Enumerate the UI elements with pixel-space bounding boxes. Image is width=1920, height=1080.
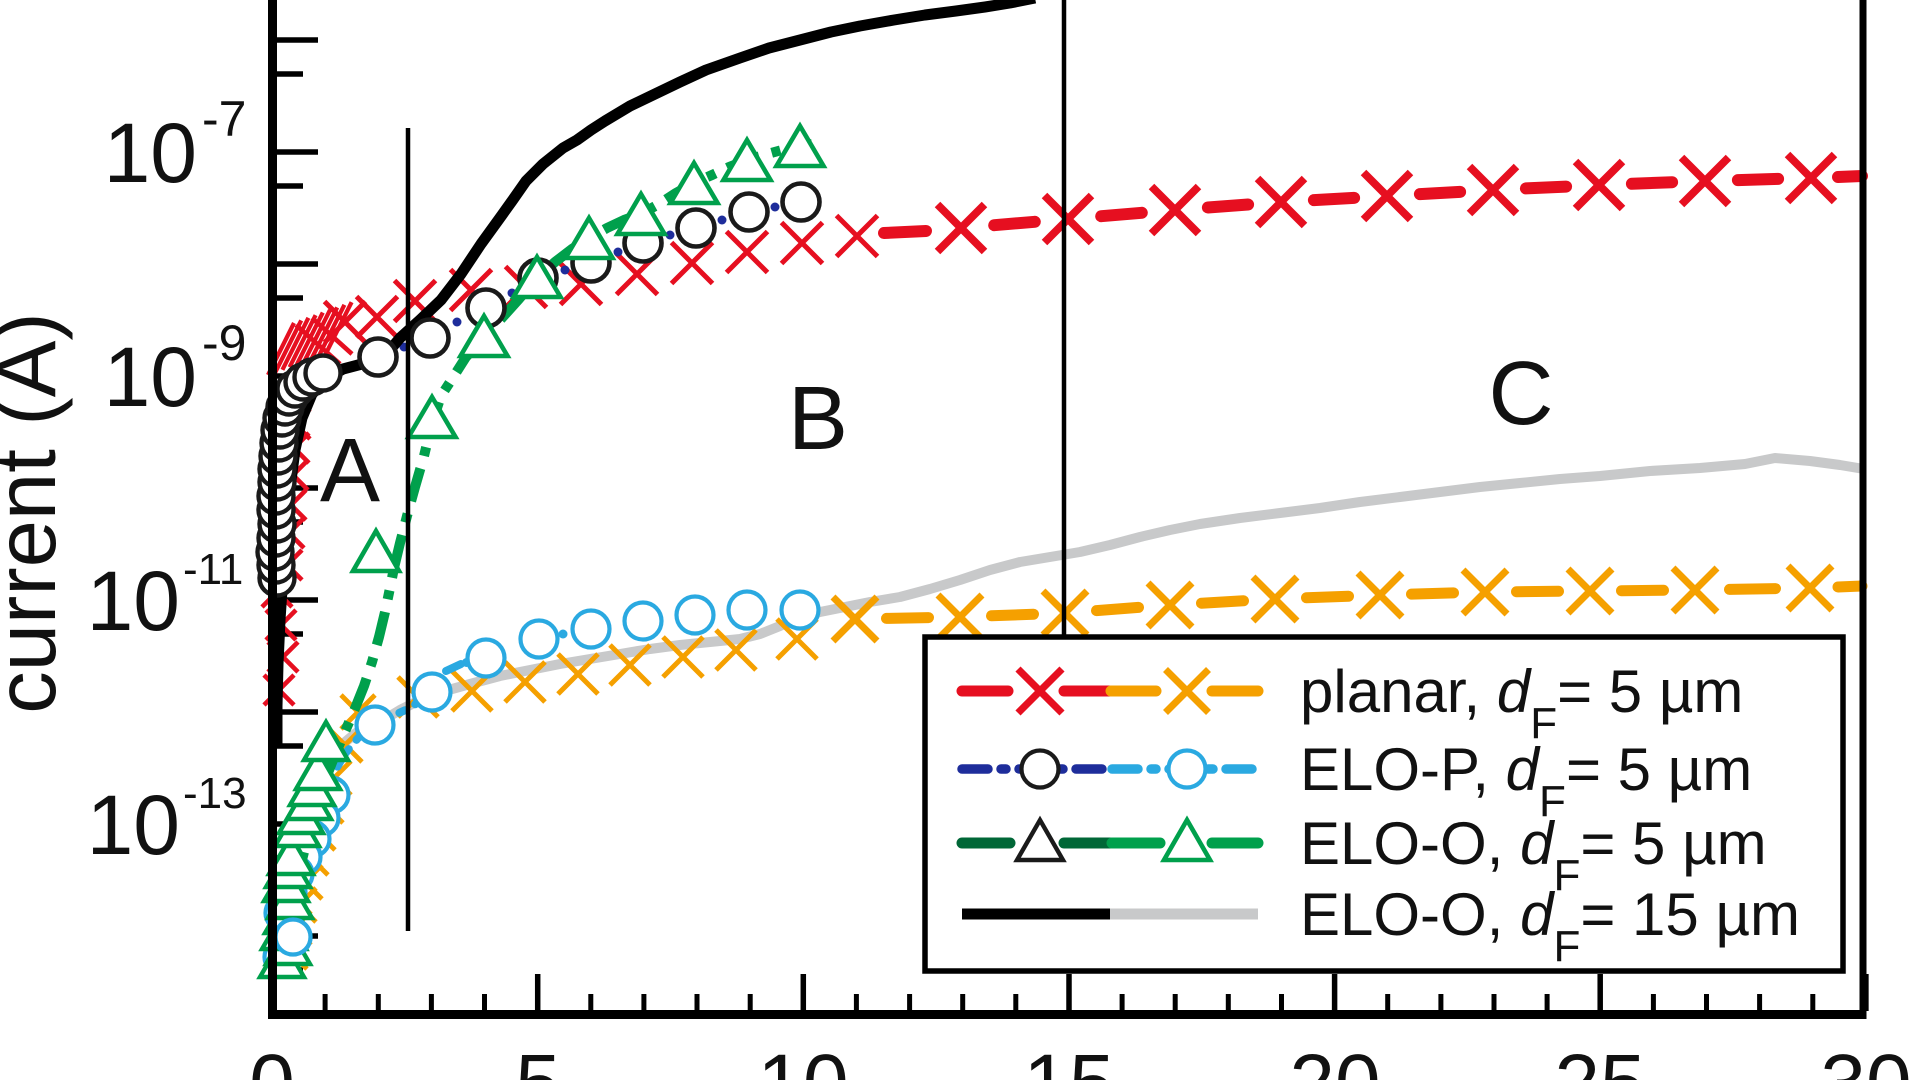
- svg-text:10: 10: [104, 106, 197, 200]
- svg-text:10: 10: [104, 330, 197, 424]
- svg-text:-13: -13: [183, 769, 247, 818]
- svg-text:ELO-O, dF= 15 µm: ELO-O, dF= 15 µm: [1300, 881, 1800, 971]
- svg-text:C: C: [1489, 344, 1554, 444]
- svg-text:25: 25: [1554, 1038, 1645, 1080]
- svg-text:current (A): current (A): [0, 312, 74, 713]
- svg-text:5: 5: [515, 1038, 561, 1080]
- svg-text:10: 10: [87, 554, 180, 648]
- svg-text:15: 15: [1023, 1038, 1114, 1080]
- svg-text:-7: -7: [202, 91, 246, 147]
- svg-text:20: 20: [1289, 1038, 1380, 1080]
- svg-text:10: 10: [87, 778, 180, 872]
- svg-text:B: B: [788, 369, 848, 469]
- svg-text:0: 0: [249, 1038, 295, 1080]
- svg-text:-11: -11: [183, 545, 243, 594]
- svg-text:30: 30: [1820, 1038, 1911, 1080]
- svg-text:10: 10: [757, 1038, 848, 1080]
- svg-text:-9: -9: [202, 315, 246, 371]
- svg-text:A: A: [320, 421, 380, 521]
